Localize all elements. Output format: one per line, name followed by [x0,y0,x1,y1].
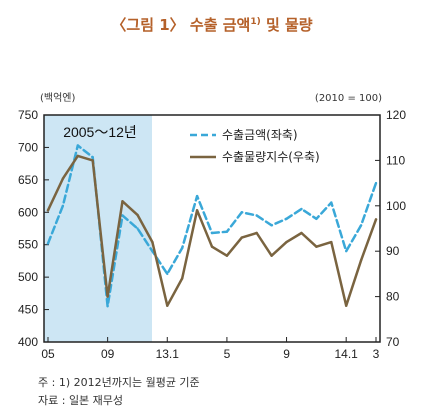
left-tick-label: 550 [18,238,38,252]
plot-frame [43,114,381,343]
data-point-export-volume [255,231,258,235]
data-point-export-volume [330,240,333,244]
data-point-export-value [76,144,80,147]
x-tick-label: 14.1 [335,347,359,361]
data-point-export-value [136,227,139,230]
data-point-export-volume [61,177,65,180]
data-point-export-volume [345,304,348,307]
data-point-export-volume [240,236,243,239]
data-point-export-volume [225,254,229,257]
left-tick-label: 750 [18,108,38,122]
shaded-period-label: 2005～12년 [63,124,137,140]
data-point-export-value [359,224,363,227]
data-point-export-value [91,156,94,159]
right-tick-label: 100 [386,199,406,213]
data-point-export-value [166,272,169,276]
data-point-export-volume [106,295,109,298]
data-point-export-volume [300,231,303,235]
data-point-export-volume [285,240,288,244]
series-layer [46,144,378,308]
data-point-export-volume [315,245,318,248]
left-tick-label: 500 [18,270,38,284]
data-point-export-volume [91,159,94,162]
data-point-export-value [225,230,229,233]
left-tick-label: 650 [18,173,38,187]
x-tick-label: 13.1 [156,347,180,361]
axis-labels: 400 450 500 550 600 650 700 750 70 80 90 100 110 120 0… [18,108,406,361]
footnote: 주 : 1) 2012년까지는 월평균 기준 [38,376,200,389]
data-point-export-volume [46,209,50,212]
x-tick-label: 5 [224,347,231,361]
legend: 수출금액(좌축) 수출물량지수(우축) [190,128,320,164]
right-tick-label: 80 [386,290,400,304]
data-point-export-volume [121,200,124,203]
data-point-export-value [345,250,348,253]
data-point-export-value [300,207,303,211]
x-tick-label: 09 [101,347,115,361]
right-tick-label: 110 [386,153,405,167]
data-point-export-volume [374,218,378,221]
data-point-export-value [270,224,273,227]
data-point-export-value [61,204,65,207]
chart-frame [43,114,381,343]
data-point-export-volume [210,245,214,248]
x-tick-label: 3 [373,347,380,361]
left-axis-unit: (백억엔) [40,92,76,104]
left-tick-label: 400 [18,335,38,349]
data-point-export-volume [270,254,273,257]
data-point-export-volume [359,259,363,262]
left-tick-label: 600 [18,205,38,219]
source-note: 자료 : 일본 재무성 [38,393,123,407]
data-point-export-value [46,242,50,245]
right-tick-label: 90 [386,244,400,258]
data-point-export-value [285,217,288,220]
data-point-export-value [330,201,333,204]
data-point-export-volume [151,240,154,244]
legend-label-export-value: 수출금액(좌축) [222,128,298,142]
chart-title: 〈그림 1〉 수출 금액1) 및 물량 [111,16,312,34]
x-tick-label: 05 [41,347,55,361]
data-point-export-value [315,217,318,220]
data-point-export-value [255,214,258,217]
data-point-export-volume [195,209,199,212]
data-point-export-volume [136,213,139,217]
data-point-export-value [181,246,184,250]
data-point-export-value [374,181,378,185]
data-point-export-volume [76,154,80,158]
data-point-export-volume [181,277,184,280]
data-point-export-value [121,214,124,217]
data-point-export-value [195,194,199,198]
left-tick-label: 700 [18,140,38,154]
x-tick-label: 9 [283,347,290,361]
legend-label-export-volume: 수출물량지수(우축) [222,150,320,164]
data-point-export-value [210,231,214,235]
right-tick-label: 70 [386,335,400,349]
shaded-period [44,115,152,342]
data-point-export-value [106,305,109,308]
left-tick-label: 450 [18,303,38,317]
data-point-export-value [151,250,154,253]
data-point-export-volume [166,304,169,307]
right-axis-unit: (2010 = 100) [315,93,382,104]
data-point-export-value [240,211,243,214]
right-tick-label: 120 [386,108,406,122]
